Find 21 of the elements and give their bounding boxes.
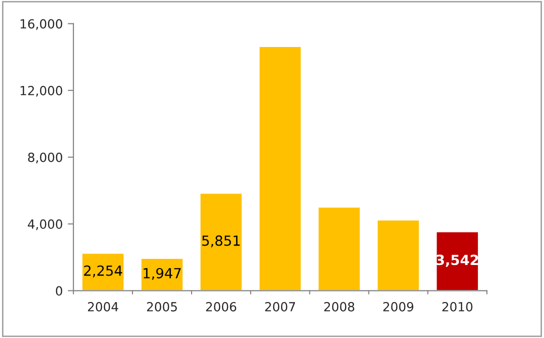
bar	[140, 257, 184, 291]
x-tick-label: 2009	[383, 302, 414, 312]
x-tick-label: 2006	[206, 302, 236, 312]
x-tick-label: 2007	[265, 302, 295, 312]
y-tick-label: 12,000	[20, 86, 62, 97]
bar	[199, 192, 244, 291]
x-tick-label: 2008	[324, 302, 354, 312]
bar	[258, 46, 302, 291]
x-tick-label: 2010	[442, 302, 472, 312]
x-tick-label: 2004	[88, 302, 118, 312]
bar	[81, 252, 125, 291]
data-label: 2,254	[84, 265, 122, 278]
y-tick-label: 0	[56, 286, 62, 296]
bar	[317, 206, 362, 291]
y-tick-label: 4,000	[28, 219, 62, 230]
data-label: 1,947	[144, 268, 181, 280]
x-tick-label: 2005	[147, 302, 177, 312]
bar	[376, 219, 420, 291]
y-tick-label: 16,000	[20, 19, 62, 30]
data-label: 5,851	[202, 235, 240, 248]
y-tick-label: 8,000	[28, 152, 62, 164]
